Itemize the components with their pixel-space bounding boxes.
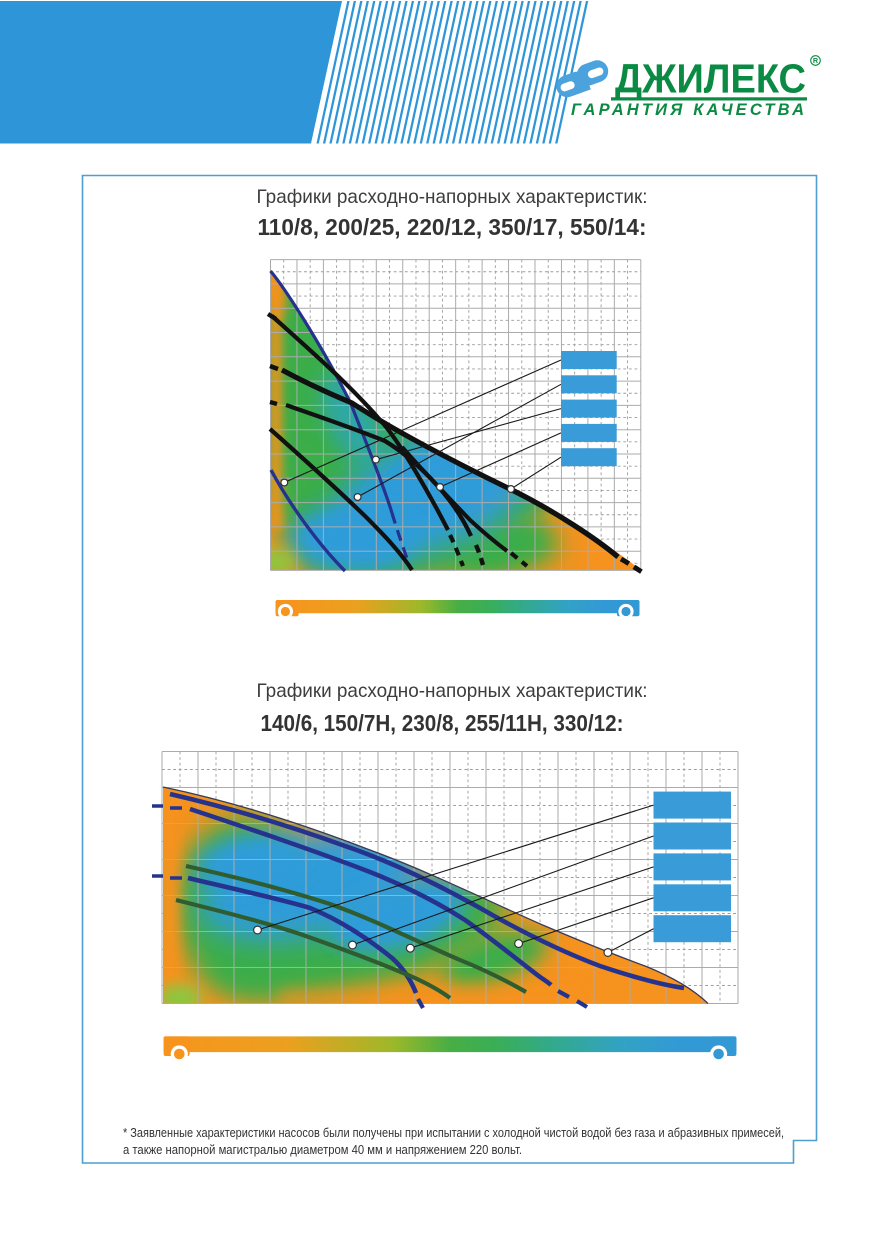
svg-text:* Заявленные характеристики на: * Заявленные характеристики насосов были… <box>123 1126 784 1140</box>
svg-text:110/8, 200/25, 220/12, 350/17,: 110/8, 200/25, 220/12, 350/17, 550/14: <box>258 214 647 240</box>
svg-text:а также напорной магистралью д: а также напорной магистралью диаметром 4… <box>123 1143 522 1157</box>
svg-text:R: R <box>813 56 819 65</box>
svg-text:ДЖИЛЕКС: ДЖИЛЕКС <box>615 56 806 102</box>
svg-text:140/6, 150/7Н, 230/8, 255/11Н,: 140/6, 150/7Н, 230/8, 255/11Н, 330/12: <box>261 710 624 736</box>
svg-text:Графики расходно-напорных хара: Графики расходно-напорных характеристик: <box>257 186 648 208</box>
svg-text:ГАРАНТИЯ КАЧЕСТВА: ГАРАНТИЯ КАЧЕСТВА <box>571 101 804 119</box>
svg-text:Графики расходно-напорных хара: Графики расходно-напорных характеристик: <box>257 680 648 702</box>
